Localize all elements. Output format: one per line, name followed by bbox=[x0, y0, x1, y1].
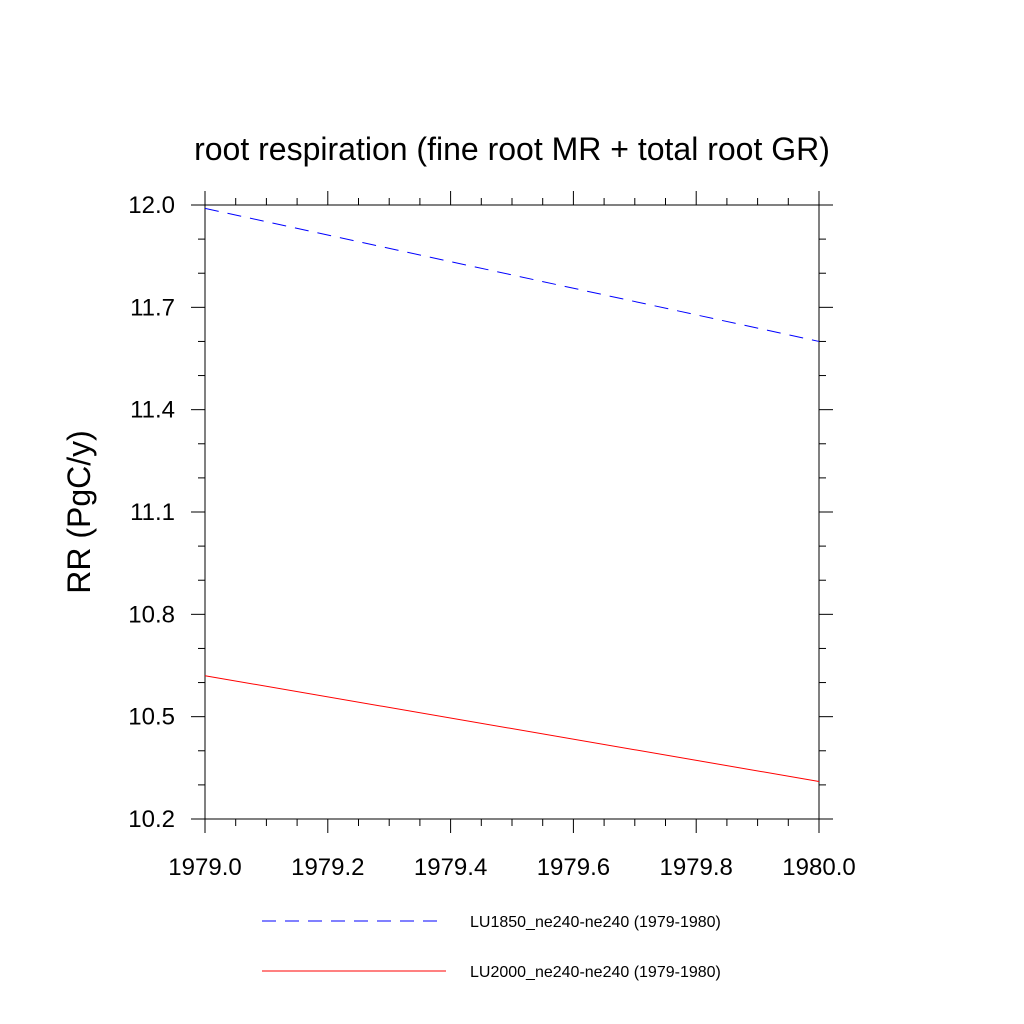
plot-area-border bbox=[204, 204, 820, 820]
chart-title: root respiration (fine root MR + total r… bbox=[194, 131, 830, 167]
y-tick-label: 11.4 bbox=[130, 397, 175, 424]
series-line-1 bbox=[204, 207, 820, 342]
legend-label-2: LU2000_ne240-ne240 (1979-1980) bbox=[470, 964, 721, 981]
y-tick-label: 10.2 bbox=[128, 806, 175, 833]
legend: LU1850_ne240-ne240 (1979-1980) LU2000_ne2… bbox=[262, 914, 721, 981]
y-tick-label: 11.1 bbox=[130, 499, 175, 526]
y-tick-label: 12.0 bbox=[128, 192, 175, 219]
y-axis-label: RR (PgC/y) bbox=[61, 430, 97, 594]
tick-labels: 1979.0 1979.2 1979.4 1979.6 1979.8 1980.0 10.2… bbox=[128, 192, 855, 881]
y-tick-label: 10.8 bbox=[128, 601, 175, 628]
plot-frame bbox=[204, 204, 820, 820]
y-tick-label: 11.7 bbox=[130, 294, 175, 321]
series-line-2 bbox=[204, 675, 820, 782]
x-tick-label: 1980.0 bbox=[782, 854, 855, 881]
legend-label-1: LU1850_ne240-ne240 (1979-1980) bbox=[470, 914, 721, 931]
series-lines bbox=[204, 207, 820, 782]
y-tick-label: 10.5 bbox=[128, 704, 175, 731]
x-tick-label: 1979.4 bbox=[414, 854, 487, 881]
x-tick-label: 1979.8 bbox=[659, 854, 732, 881]
x-tick-label: 1979.2 bbox=[291, 854, 364, 881]
x-tick-label: 1979.0 bbox=[168, 854, 241, 881]
x-tick-label: 1979.6 bbox=[537, 854, 610, 881]
axis-ticks bbox=[191, 191, 833, 833]
